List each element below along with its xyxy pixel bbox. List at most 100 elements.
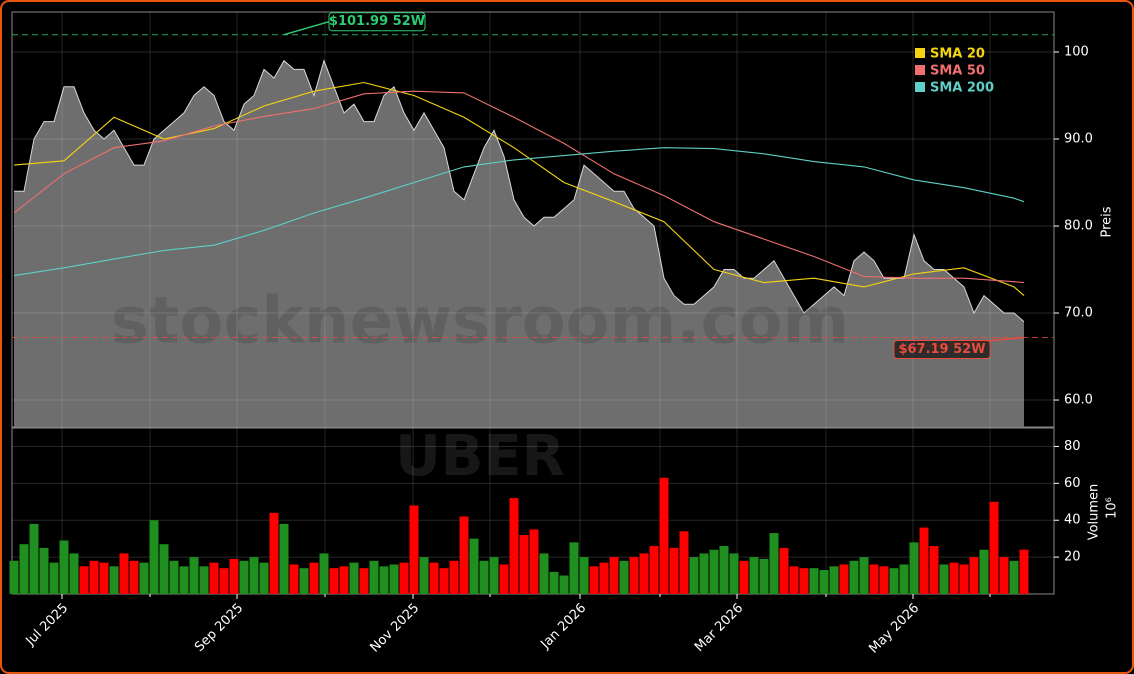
volume-bar xyxy=(339,566,349,594)
volume-bar xyxy=(799,568,809,594)
volume-bar xyxy=(189,557,199,594)
volume-bar xyxy=(249,557,259,594)
volume-bar xyxy=(59,540,69,594)
volume-bar xyxy=(19,544,29,594)
volume-bar xyxy=(599,562,609,594)
ticker-watermark: UBER xyxy=(395,424,565,489)
volume-bar xyxy=(759,558,769,594)
volume-bar xyxy=(169,560,179,594)
volume-bar xyxy=(899,564,909,594)
volume-bar xyxy=(89,560,99,594)
volume-bar xyxy=(119,553,129,594)
y-tick-label: 70.0 xyxy=(1064,306,1093,321)
volume-bar xyxy=(769,533,779,594)
volume-bar xyxy=(929,546,939,594)
volume-bar xyxy=(539,553,549,594)
volume-bar xyxy=(379,566,389,594)
volume-bar xyxy=(749,557,759,594)
volume-bar xyxy=(679,531,689,594)
annotation-label: $101.99 52W xyxy=(329,14,425,29)
volume-bar xyxy=(869,564,879,594)
volume-bar xyxy=(979,549,989,594)
volume-bar xyxy=(139,562,149,594)
volume-bar xyxy=(299,568,309,594)
volume-bar xyxy=(239,560,249,594)
volume-bar xyxy=(779,547,789,594)
volume-bar xyxy=(39,547,49,594)
volume-bar xyxy=(459,516,469,594)
annotation-box xyxy=(328,12,426,32)
volume-bar xyxy=(159,544,169,594)
volume-bar xyxy=(369,560,379,594)
volume-bar xyxy=(549,571,559,594)
volume-bar xyxy=(349,562,359,594)
legend-swatch xyxy=(915,82,925,92)
volume-bar xyxy=(489,557,499,594)
annotation-arrow xyxy=(283,20,330,36)
y-axis-label: Volumen xyxy=(1087,484,1102,541)
volume-bar xyxy=(79,566,89,594)
volume-bar xyxy=(579,557,589,594)
y-tick-label: 40 xyxy=(1064,513,1081,528)
volume-bar xyxy=(409,505,419,594)
volume-bar xyxy=(509,498,519,594)
annotation-label: $67.19 52W xyxy=(898,342,985,357)
volume-bar xyxy=(279,523,289,594)
volume-bar xyxy=(149,520,159,594)
volume-bar xyxy=(499,564,509,594)
volume-bar xyxy=(659,477,669,594)
volume-bar xyxy=(1019,549,1029,594)
volume-bar xyxy=(889,568,899,594)
volume-bar xyxy=(259,562,269,594)
volume-bar xyxy=(689,557,699,594)
volume-bar xyxy=(329,568,339,594)
volume-bar xyxy=(939,564,949,594)
volume-bar xyxy=(949,562,959,594)
volume-bar xyxy=(609,557,619,594)
volume-bar xyxy=(309,562,319,594)
volume-bar xyxy=(639,553,649,594)
volume-bar xyxy=(709,549,719,594)
legend-swatch xyxy=(915,65,925,75)
volume-bar xyxy=(129,560,139,594)
volume-bar xyxy=(429,562,439,594)
volume-bar xyxy=(619,560,629,594)
y-tick-label: 60 xyxy=(1064,476,1081,491)
volume-bar xyxy=(319,553,329,594)
volume-bar xyxy=(49,562,59,594)
volume-bar xyxy=(559,575,569,594)
y-tick-label: 100 xyxy=(1064,45,1089,60)
volume-bar xyxy=(519,534,529,594)
volume-bar xyxy=(439,568,449,594)
watermark: stocknewsroom.com xyxy=(111,285,849,359)
volume-bar xyxy=(789,566,799,594)
volume-bar xyxy=(909,542,919,594)
volume-bar xyxy=(589,566,599,594)
volume-bar xyxy=(479,560,489,594)
price-area xyxy=(14,60,1024,427)
volume-bar xyxy=(879,566,889,594)
volume-bar xyxy=(109,566,119,594)
volume-bar xyxy=(209,562,219,594)
volume-bar xyxy=(69,553,79,594)
volume-bar xyxy=(729,553,739,594)
volume-bar xyxy=(199,566,209,594)
volume-bar xyxy=(29,523,39,594)
volume-bar xyxy=(449,560,459,594)
volume-bar xyxy=(739,560,749,594)
volume-bar xyxy=(859,557,869,594)
volume-bar xyxy=(999,557,1009,594)
volume-bar xyxy=(419,557,429,594)
volume-bar xyxy=(389,564,399,594)
volume-bar xyxy=(989,501,999,594)
y-axis-multiplier: 10⁶ xyxy=(1105,497,1120,519)
volume-bar xyxy=(289,564,299,594)
volume-bar xyxy=(669,547,679,594)
volume-bar xyxy=(179,566,189,594)
annotation-box xyxy=(893,339,991,359)
volume-bar xyxy=(809,568,819,594)
y-tick-label: 80 xyxy=(1064,439,1081,454)
volume-bar xyxy=(919,527,929,594)
volume-bar xyxy=(969,557,979,594)
volume-bar xyxy=(469,538,479,594)
